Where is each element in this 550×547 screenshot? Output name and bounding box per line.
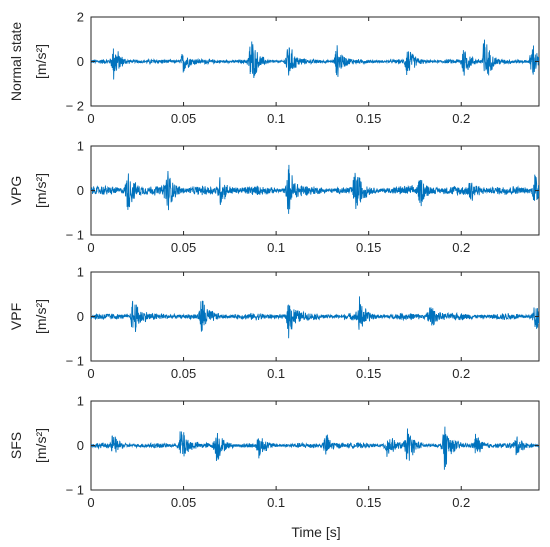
panel-2-ytick-label-0: − 1 [66,228,84,243]
panel-4-ylabel: SFS [8,432,24,459]
panel-1-ytick-label-2: 2 [77,10,84,25]
panel-1-ylabel: Normal state [8,22,24,102]
panel-1-yunit: [m/s²] [33,44,49,79]
panel-2-yunit: [m/s²] [33,173,49,208]
panel-1-xtick-label-1: 0.05 [171,111,196,126]
panel-4-ytick-label-2: 1 [77,394,84,409]
panel-2-xtick-label-3: 0.15 [356,240,381,255]
panel-3-xtick-label-0: 0 [87,366,94,381]
panel-3-xtick-label-1: 0.05 [171,366,196,381]
panel-3-ytick-label-1: 0 [77,309,84,324]
panel-2-ylabel: VPG [8,176,24,206]
panel-4-xtick-label-2: 0.1 [267,495,285,510]
panel-3-xtick-label-2: 0.1 [267,366,285,381]
panel-2-ytick-label-1: 0 [77,183,84,198]
panel-1-series-line [91,39,539,80]
panel-3-ytick-label-0: − 1 [66,354,84,369]
panel-4-ytick-label-1: 0 [77,438,84,453]
panel-1-ytick-label-1: 0 [77,54,84,69]
panel-1-ytick-label-0: − 2 [66,99,84,114]
panel-1-xtick-label-0: 0 [87,111,94,126]
panel-4-xtick-label-3: 0.15 [356,495,381,510]
panel-4-yunit: [m/s²] [33,428,49,463]
panel-1-xtick-label-3: 0.15 [356,111,381,126]
panel-4-xtick-label-4: 0.2 [452,495,470,510]
panel-2-xtick-label-1: 0.05 [171,240,196,255]
panel-2-xtick-label-0: 0 [87,240,94,255]
panel-2-series-line [91,164,539,214]
panel-1-xtick-label-2: 0.1 [267,111,285,126]
panel-2-xtick-label-4: 0.2 [452,240,470,255]
panel-4-ytick-label-0: − 1 [66,483,84,498]
panel-3-ytick-label-2: 1 [77,265,84,280]
panel-4-series-line [91,426,539,470]
x-axis-label: Time [s] [291,524,340,540]
panel-3-series-line [91,296,539,339]
panel-4-xtick-label-0: 0 [87,495,94,510]
panel-2-xtick-label-2: 0.1 [267,240,285,255]
panel-1-xtick-label-4: 0.2 [452,111,470,126]
panel-3-xtick-label-4: 0.2 [452,366,470,381]
panel-3-xtick-label-3: 0.15 [356,366,381,381]
panel-4-xtick-label-1: 0.05 [171,495,196,510]
panel-2-ytick-label-2: 1 [77,139,84,154]
panel-3-ylabel: VPF [8,303,24,330]
panel-3-yunit: [m/s²] [33,299,49,334]
